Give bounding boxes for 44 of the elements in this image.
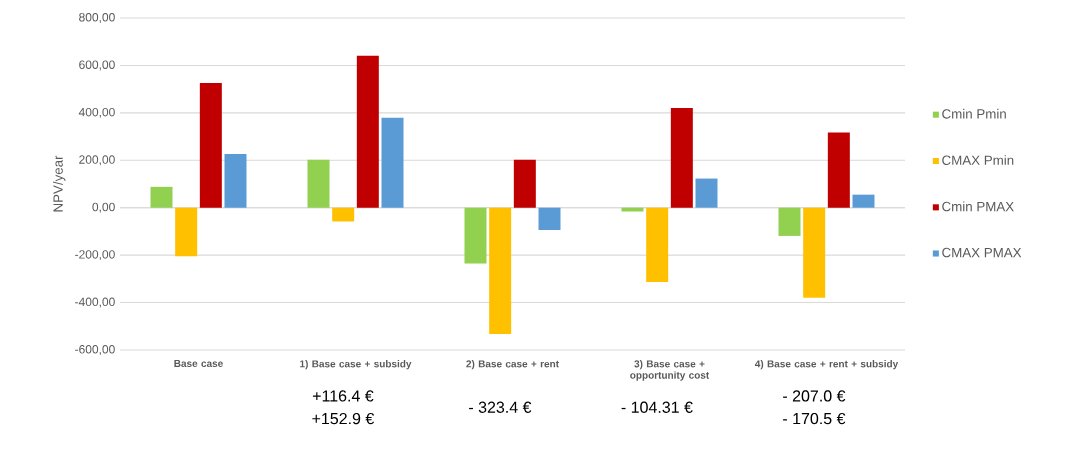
y-tick-label: 200,00 bbox=[79, 155, 115, 166]
bar bbox=[381, 117, 404, 208]
y-tick-label: 800,00 bbox=[79, 13, 115, 23]
bar bbox=[670, 107, 693, 208]
bar bbox=[778, 207, 801, 236]
x-tick-label: 3) Base case + opportunity cost bbox=[630, 360, 710, 381]
text: +116.4 € bbox=[312, 390, 374, 402]
text: - 104.31 € bbox=[621, 401, 693, 413]
y-tick-label: -400,00 bbox=[75, 297, 115, 308]
bar bbox=[646, 207, 669, 282]
y-tick-label: -200,00 bbox=[75, 250, 115, 261]
legend-label: CMAX PMAX bbox=[942, 247, 1022, 258]
bar bbox=[489, 207, 512, 334]
bar bbox=[513, 159, 536, 208]
text: - 207.0 € bbox=[783, 390, 846, 402]
bar bbox=[464, 207, 487, 264]
bar bbox=[852, 194, 875, 208]
legend-label: Cmin PMAX bbox=[942, 201, 1014, 212]
bar bbox=[621, 207, 644, 212]
bar bbox=[827, 132, 850, 208]
y-tick-label: 400,00 bbox=[78, 107, 115, 118]
text: - 323.4 € bbox=[469, 401, 532, 413]
bar bbox=[307, 159, 330, 208]
bar bbox=[695, 178, 718, 208]
x-tick-label: 2) Base case + rent bbox=[466, 360, 559, 370]
bar bbox=[332, 207, 355, 222]
bar bbox=[175, 207, 198, 257]
bar bbox=[150, 186, 173, 208]
text: +152.9 € bbox=[312, 412, 375, 425]
bar bbox=[224, 153, 247, 208]
y-tick-label: 0,00 bbox=[92, 202, 115, 213]
y-tick-label: 600,00 bbox=[79, 60, 115, 71]
x-tick-label: Base case bbox=[174, 360, 223, 368]
text: - 170.5 € bbox=[783, 412, 846, 425]
bar bbox=[538, 207, 561, 230]
bar bbox=[803, 207, 826, 298]
legend-label: CMAX Pmin bbox=[942, 155, 1014, 165]
y-tick-label: -600,00 bbox=[75, 345, 115, 355]
legend-label: Cmin Pmin bbox=[942, 108, 1006, 119]
y-axis-title: NPV/year bbox=[53, 155, 66, 212]
bar bbox=[356, 55, 379, 208]
bar bbox=[199, 82, 222, 208]
x-tick-label: 4) Base case + rent + subsidy bbox=[754, 360, 899, 370]
x-tick-label: 1) Base case + subsidy bbox=[300, 360, 412, 370]
